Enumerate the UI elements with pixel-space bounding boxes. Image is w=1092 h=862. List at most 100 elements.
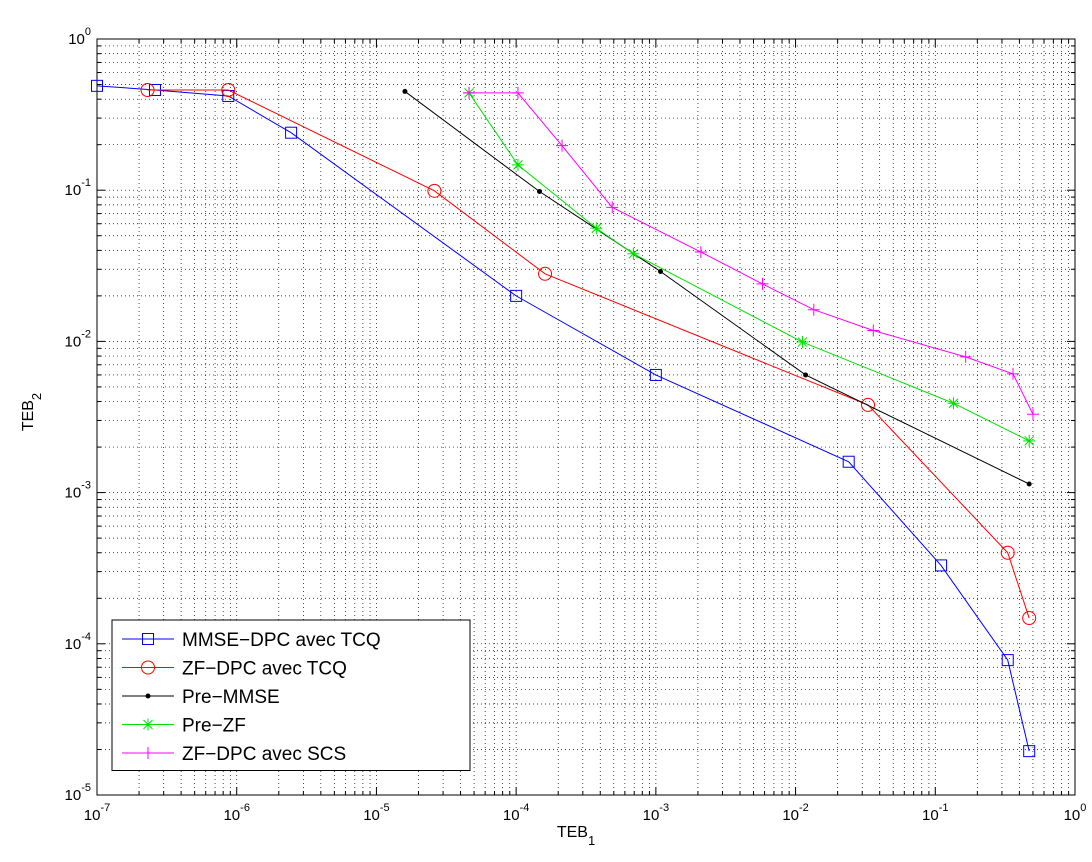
data-point	[649, 368, 662, 381]
data-point	[935, 559, 948, 572]
legend-label: Pre−ZF	[182, 716, 246, 737]
data-point	[511, 158, 524, 171]
data-point	[694, 246, 707, 259]
x-tick-base: 10	[363, 807, 380, 824]
data-point	[807, 303, 820, 316]
x-tick-label: 10-2	[782, 802, 808, 824]
series-line	[96, 85, 1030, 752]
axes-box	[96, 38, 1076, 796]
legend-label: ZF−DPC avec TCQ	[182, 659, 347, 680]
data-point	[537, 189, 543, 195]
y-tick-label: 10-1	[65, 177, 91, 199]
data-point	[756, 277, 769, 290]
data-point	[867, 324, 880, 337]
y-tick-base: 10	[65, 636, 82, 653]
data-point	[1023, 434, 1036, 447]
data-point	[959, 350, 972, 363]
y-tick-base: 10	[65, 182, 82, 199]
data-point	[511, 86, 524, 99]
x-tick-base: 10	[1064, 807, 1081, 824]
x-tick-label: 10-1	[922, 802, 948, 824]
data-point	[796, 336, 809, 349]
x-tick-base: 10	[922, 807, 939, 824]
x-tick-exponent: -3	[659, 802, 669, 814]
x-tick-exponent: -1	[939, 802, 949, 814]
y-tick-label: 10-4	[65, 631, 91, 653]
legend-marker	[145, 693, 151, 699]
series-layer	[91, 79, 1039, 758]
x-axis-label-subscript: 1	[588, 833, 595, 848]
legend-item: Pre−MMSE	[122, 687, 280, 708]
x-tick-base: 10	[223, 807, 240, 824]
grid-layer	[97, 39, 1075, 795]
legend-label: MMSE−DPC avec TCQ	[182, 630, 381, 651]
data-point	[538, 266, 553, 281]
data-point	[1022, 611, 1037, 626]
data-point	[1001, 654, 1014, 667]
y-axis-label-subscript: 2	[29, 393, 44, 400]
series-1	[140, 82, 1037, 626]
x-tick-label: 10-5	[363, 802, 389, 824]
x-tick-label: 10-3	[643, 802, 669, 824]
data-point	[510, 289, 523, 302]
data-point	[803, 372, 809, 378]
x-tick-base: 10	[503, 807, 520, 824]
data-point	[1000, 545, 1015, 560]
x-tick-label: 10-6	[223, 802, 249, 824]
legend-label: Pre−MMSE	[182, 687, 280, 708]
legend: MMSE−DPC avec TCQ ZF−DPC avec TCQ Pre−MMSE…	[111, 619, 471, 771]
data-point	[1023, 745, 1036, 758]
tick-labels: 10-7 10-6 10-5 10-4 10-3 10-2 10-1 10010-510-41…	[65, 26, 1087, 824]
y-axis-label: TEB2	[20, 393, 44, 431]
axes-frame	[96, 38, 1076, 796]
y-tick-exponent: -2	[81, 328, 91, 340]
x-tick-exponent: 0	[1080, 802, 1086, 814]
x-tick-label: 100	[1064, 802, 1087, 824]
x-tick-exponent: -6	[240, 802, 250, 814]
series-2	[402, 88, 1032, 487]
y-tick-exponent: -3	[81, 480, 91, 492]
data-point	[658, 268, 664, 274]
y-tick-label: 10-5	[65, 782, 91, 804]
data-point	[627, 247, 640, 260]
x-tick-base: 10	[643, 807, 660, 824]
legend-item: Pre−ZF	[122, 716, 246, 737]
legend-marker	[142, 747, 154, 759]
y-tick-label: 100	[68, 26, 91, 48]
legend-label: ZF−DPC avec SCS	[182, 744, 346, 765]
data-point	[463, 86, 476, 99]
data-point	[556, 139, 569, 152]
y-tick-base: 10	[65, 333, 82, 350]
x-tick-exponent: -5	[380, 802, 390, 814]
data-point	[861, 397, 876, 412]
data-point	[402, 88, 408, 94]
x-tick-exponent: -4	[520, 802, 530, 814]
legend-item: ZF−DPC avec TCQ	[122, 659, 347, 680]
data-point	[285, 126, 298, 139]
x-axis-label: TEB1	[557, 824, 595, 848]
data-point	[221, 82, 236, 97]
data-point	[91, 79, 103, 92]
legend-item: MMSE−DPC avec TCQ	[122, 630, 381, 651]
y-tick-label: 10-3	[65, 480, 91, 502]
x-tick-label: 10-4	[503, 802, 529, 824]
legend-marker	[141, 660, 155, 675]
y-tick-base: 10	[65, 485, 82, 502]
y-tick-base: 10	[65, 787, 82, 804]
y-tick-exponent: -5	[81, 782, 91, 794]
y-axis-label-base: TEB	[20, 400, 37, 431]
data-point	[1026, 408, 1039, 421]
data-point	[140, 82, 155, 97]
x-axis-label-base: TEB	[557, 824, 588, 841]
x-tick-exponent: -7	[100, 802, 110, 814]
y-tick-label: 10-2	[65, 328, 91, 350]
legend-marker	[142, 718, 154, 731]
x-tick-label: 10-7	[84, 802, 110, 824]
data-point	[590, 222, 603, 235]
data-point	[1007, 367, 1020, 380]
legend-marker	[142, 633, 154, 645]
data-point	[1026, 481, 1032, 487]
y-tick-exponent: -1	[81, 177, 91, 189]
